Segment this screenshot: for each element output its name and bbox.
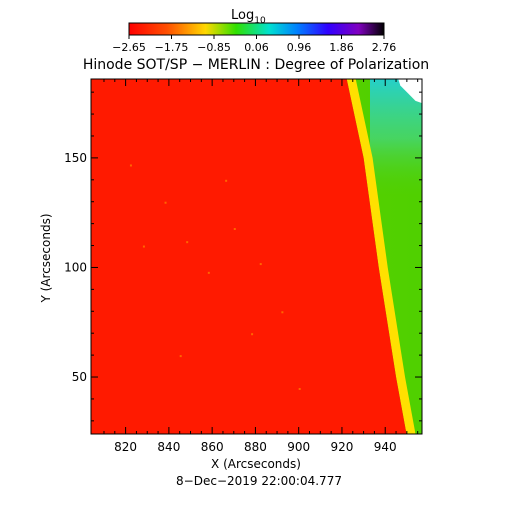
colorbar-tick-label: 1.86 — [329, 41, 354, 54]
x-tick-label: 940 — [374, 440, 397, 454]
colorbar-tick-label: −1.75 — [155, 41, 189, 54]
disk-speckle — [233, 228, 236, 231]
colorbar-tick-label: −2.65 — [112, 41, 146, 54]
disk-speckle — [207, 271, 210, 274]
disk-speckle — [281, 311, 284, 314]
off-limb-top-shade — [370, 79, 422, 199]
solar-disk — [91, 79, 407, 434]
y-tick-label: 150 — [64, 151, 87, 165]
colorbar-tick-label: 2.76 — [372, 41, 397, 54]
colorbar-tick-label: 0.06 — [244, 41, 269, 54]
disk-speckle — [259, 263, 262, 266]
chart-title: Hinode SOT/SP − MERLIN : Degree of Polar… — [83, 57, 429, 73]
disk-speckle — [129, 164, 132, 167]
x-tick-label: 900 — [287, 440, 310, 454]
colorbar-label: Log10 — [231, 8, 266, 26]
colorbar-ticks: −2.65 −1.75 −0.85 0.06 0.96 1.86 2.76 — [112, 35, 396, 54]
disk-speckle — [225, 179, 228, 182]
x-tick-label: 920 — [331, 440, 354, 454]
disk-speckle — [164, 201, 167, 204]
x-axis-label: X (Arcseconds) — [211, 457, 301, 471]
x-tick-label: 820 — [114, 440, 137, 454]
disk-speckle — [298, 387, 301, 390]
disk-speckle — [186, 241, 189, 244]
disk-speckle — [142, 245, 145, 248]
x-tick-label: 860 — [201, 440, 224, 454]
x-tick-label: 840 — [157, 440, 180, 454]
y-tick-label: 100 — [64, 260, 87, 274]
saturated-corner — [398, 79, 422, 104]
disk-speckle — [179, 355, 182, 358]
x-tick-label: 880 — [244, 440, 267, 454]
disk-speckle — [251, 333, 254, 336]
colorbar: Log10 −2.65 −1.75 −0.85 0.06 0.96 1.86 2.76 — [112, 8, 396, 54]
disk-speckles — [129, 164, 301, 390]
footer-timestamp: 8−Dec−2019 22:00:04.777 — [176, 474, 342, 488]
x-axis: 820 840 860 880 900 920 940 — [103, 79, 419, 454]
colorbar-tick-label: 0.96 — [287, 41, 312, 54]
plot-area — [91, 79, 422, 434]
y-tick-label: 50 — [72, 370, 87, 384]
colorbar-tick-label: −0.85 — [197, 41, 231, 54]
y-axis-label: Y (Arcseconds) — [39, 213, 53, 303]
y-axis: 50 100 150 — [64, 91, 422, 422]
limb-bright-band — [346, 79, 416, 434]
plot-frame — [90, 78, 423, 435]
